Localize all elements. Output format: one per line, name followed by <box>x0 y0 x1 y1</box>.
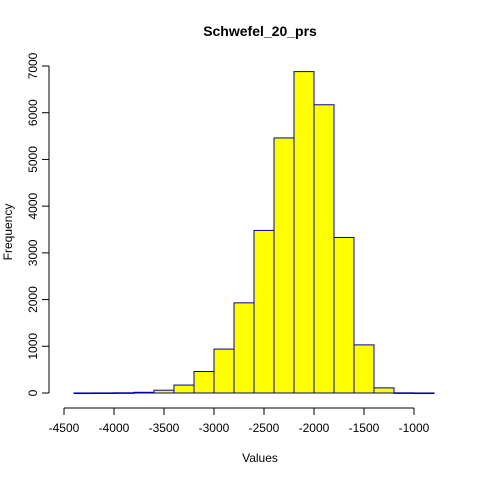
x-tick-label: -1000 <box>399 421 430 435</box>
y-tick-label: 0 <box>26 389 40 396</box>
x-axis: -4500 -4000 -3500 -3000 -2500 -2000 -1500 -1000 <box>49 407 430 435</box>
y-axis: 0 1000 2000 3000 4000 5000 6000 7000 <box>26 52 50 396</box>
x-tick-label: -1500 <box>349 421 380 435</box>
x-tick-label: -2500 <box>249 421 280 435</box>
histogram-bar-6 <box>193 371 215 394</box>
histogram-bar-17 <box>413 392 435 395</box>
histogram-bar-4 <box>153 389 175 394</box>
x-axis-label: Values <box>242 451 278 465</box>
histogram-bar-7 <box>213 348 235 394</box>
histogram-bar-9 <box>253 229 275 394</box>
x-tick-label: -2000 <box>299 421 330 435</box>
histogram-bar-15 <box>373 387 395 394</box>
histogram-bar-2 <box>113 392 135 394</box>
x-tick-label: -3000 <box>199 421 230 435</box>
x-tick-label: -3500 <box>149 421 180 435</box>
y-tick-label: 4000 <box>26 192 40 219</box>
y-tick-label: 6000 <box>26 99 40 126</box>
x-tick-label: -4500 <box>49 421 80 435</box>
histogram-bar-10 <box>273 137 295 394</box>
histogram-bar-14 <box>353 344 375 394</box>
y-tick-label: 7000 <box>26 52 40 79</box>
histogram-bar-1 <box>93 392 115 395</box>
histogram-bar-5 <box>173 384 195 394</box>
histogram-bar-3 <box>133 391 155 394</box>
histogram-bar-11 <box>293 71 315 394</box>
histogram-bar-16 <box>393 392 415 394</box>
chart-title: Schwefel_20_prs <box>203 23 317 39</box>
y-tick-label: 3000 <box>26 239 40 266</box>
histogram-bar-12 <box>313 104 335 394</box>
histogram-bars <box>73 71 435 395</box>
y-tick-label: 2000 <box>26 286 40 313</box>
histogram-bar-0 <box>73 392 95 395</box>
histogram-bar-8 <box>233 302 255 394</box>
y-tick-label: 1000 <box>26 333 40 360</box>
y-axis-label: Frequency <box>1 204 15 261</box>
y-tick-label: 5000 <box>26 146 40 173</box>
histogram-bar-13 <box>333 236 355 394</box>
x-tick-label: -4000 <box>99 421 130 435</box>
